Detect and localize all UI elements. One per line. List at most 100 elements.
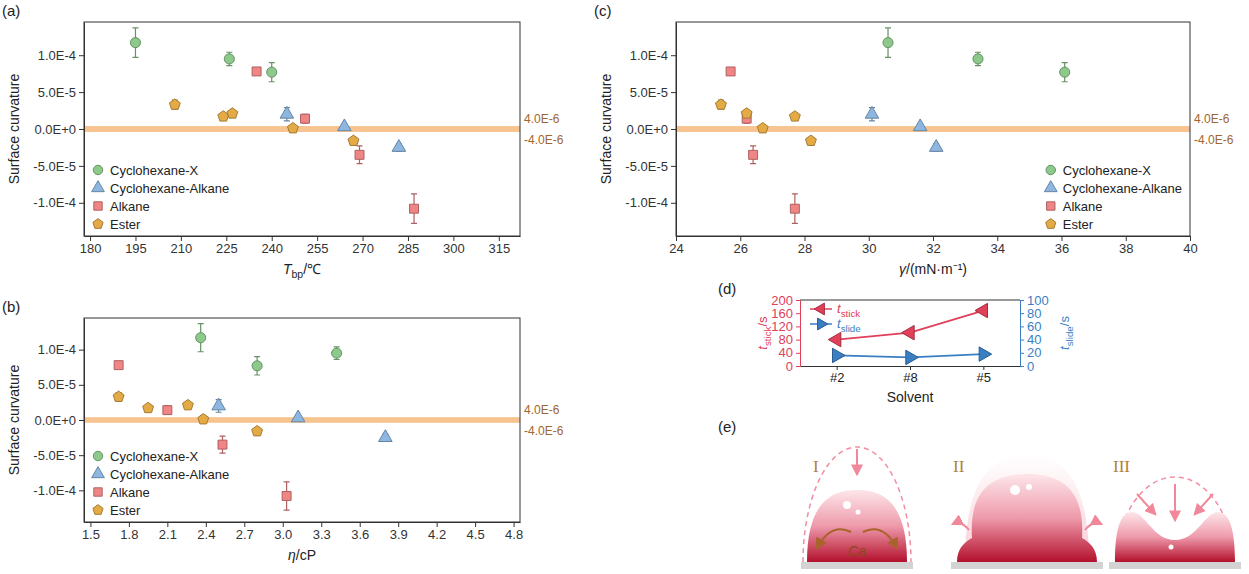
series — [252, 67, 418, 223]
point — [169, 99, 180, 109]
point — [182, 400, 193, 410]
tick-label: 0.0E+0 — [626, 122, 668, 137]
tick: 0.0E+0 — [34, 413, 84, 428]
tick-label: 1.8 — [120, 527, 138, 542]
tick: 60 — [1020, 319, 1041, 334]
tick: 3.3 — [313, 522, 331, 542]
label-subscript: stick — [841, 308, 861, 319]
point — [833, 348, 845, 362]
series — [169, 99, 359, 146]
tick: -5.0E-5 — [33, 448, 84, 463]
tick-mark — [796, 313, 800, 314]
tick-mark — [1020, 353, 1024, 354]
figure-canvas: 4.0E-6-4.0E-6180195210225240255270285300… — [0, 0, 1249, 574]
panel-letter: (c) — [594, 2, 612, 19]
tick: -1.0E-4 — [625, 195, 676, 210]
tick-label: 30 — [862, 241, 876, 256]
point — [726, 67, 735, 76]
band-label: -4.0E-6 — [524, 133, 564, 147]
tick: 2.7 — [236, 522, 254, 542]
tick-label: 2.1 — [159, 527, 177, 542]
point — [790, 204, 799, 213]
tick: #2 — [830, 366, 844, 385]
arrow — [1137, 494, 1155, 514]
tick: #8 — [903, 366, 917, 385]
y-axis-title: Surface curvature — [6, 365, 22, 476]
tick: 30 — [862, 236, 876, 256]
arrow — [1174, 484, 1176, 520]
tick-label: 315 — [488, 241, 510, 256]
point — [805, 135, 816, 145]
point — [143, 402, 154, 412]
tick-label: 240 — [261, 241, 283, 256]
tick-mark — [79, 385, 84, 386]
legend-label: Ester — [110, 503, 141, 518]
tick-label: 60 — [1027, 319, 1041, 334]
tick: 0 — [786, 359, 800, 374]
label-subscript: bp — [291, 268, 303, 280]
axis-line — [800, 301, 801, 367]
point — [979, 347, 991, 361]
tick-label: 1.0E-4 — [630, 48, 668, 63]
tick: 4.5 — [467, 522, 485, 542]
legend-marker — [93, 505, 103, 515]
point — [975, 303, 987, 317]
band-label: -4.0E-6 — [524, 424, 564, 438]
tick-label: 255 — [307, 241, 329, 256]
stage-label: II — [953, 457, 965, 476]
tick-label: 225 — [216, 241, 238, 256]
point — [224, 54, 234, 64]
plot-area — [828, 303, 991, 364]
axis-line — [1020, 301, 1021, 367]
substrate — [1109, 562, 1241, 569]
band-label: -4.0E-6 — [1194, 133, 1234, 147]
legend-marker — [92, 181, 105, 192]
tick-mark — [671, 129, 676, 130]
tick: 210 — [171, 236, 193, 256]
tick: 26 — [734, 236, 748, 256]
plot-frame — [676, 22, 1190, 236]
band-label: 4.0E-6 — [524, 112, 560, 126]
point — [282, 492, 291, 501]
tick-label: 3.9 — [390, 527, 408, 542]
tick-label: #5 — [977, 370, 991, 385]
tick-label: -1.0E-4 — [33, 195, 76, 210]
tick: 2.4 — [197, 522, 215, 542]
point — [114, 361, 123, 370]
tick-label: 4.5 — [467, 527, 485, 542]
axis: -1.0E-4-5.0E-50.0E+05.0E-51.0E-4 — [33, 23, 84, 237]
tick-mark — [79, 350, 84, 351]
tick-label: 26 — [734, 241, 748, 256]
tick: 240 — [261, 236, 283, 256]
tick-mark — [79, 420, 84, 421]
droplet — [807, 490, 907, 562]
tick: 300 — [443, 236, 465, 256]
tick-label: 40 — [1027, 332, 1041, 347]
panel-letter: (e) — [718, 418, 736, 435]
point — [906, 350, 918, 364]
point — [252, 361, 262, 371]
tick-label: 1.0E-4 — [38, 48, 76, 63]
tick: 40 — [1183, 236, 1197, 256]
legend-marker — [818, 318, 828, 330]
tick-label: 0.0E+0 — [34, 413, 76, 428]
tick-label: -1.0E-4 — [625, 195, 668, 210]
series — [883, 28, 1070, 82]
tick-mark — [796, 366, 800, 367]
point — [929, 140, 943, 152]
point — [130, 38, 140, 48]
tick-label: #2 — [830, 370, 844, 385]
tick-label: 300 — [443, 241, 465, 256]
legend: Cyclohexane-XCyclohexane-AlkaneAlkaneEst… — [92, 449, 230, 518]
legend-marker — [1047, 202, 1055, 210]
plot-frame — [800, 300, 1020, 301]
legend-label: Alkane — [110, 485, 150, 500]
tick: 32 — [926, 236, 940, 256]
tick-mark — [79, 55, 84, 56]
bubble — [843, 501, 851, 509]
point — [218, 440, 227, 449]
tick-label: 100 — [1027, 293, 1049, 308]
legend-label: tslide — [837, 316, 861, 334]
bubble — [856, 510, 861, 515]
legend-label: Cyclohexane-X — [110, 163, 198, 178]
